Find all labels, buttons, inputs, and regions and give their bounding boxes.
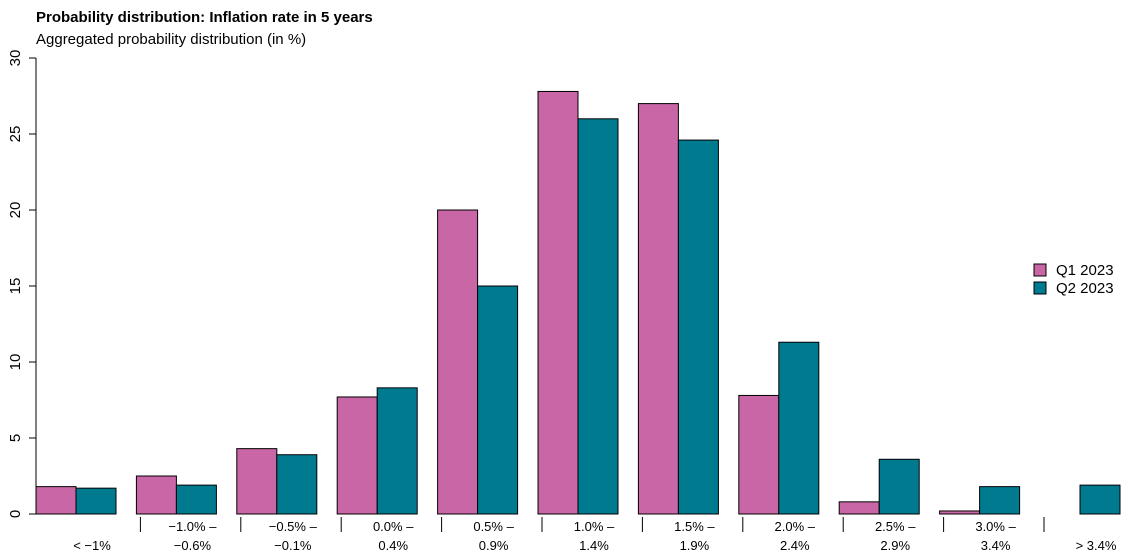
bar-q2 <box>75 487 117 515</box>
bar-q1 <box>437 209 479 515</box>
y-tick-label: 30 <box>7 50 24 67</box>
x-tick-label: −0.6% <box>174 538 212 553</box>
x-tick-label: 1.9% <box>680 538 710 553</box>
x-tick-label: 1.0% – <box>574 519 615 534</box>
x-tick-label: 0.0% – <box>373 519 414 534</box>
x-tick-label: −1.0% – <box>168 519 217 534</box>
y-axis: 0 5 10 15 20 25 30 <box>7 50 37 518</box>
bar-q2 <box>577 118 619 515</box>
x-tick-label: 2.5% – <box>875 519 916 534</box>
legend-swatch <box>1033 263 1047 277</box>
x-tick-label: 1.5% – <box>674 519 715 534</box>
x-tick-label: > 3.4% <box>1076 538 1117 553</box>
x-tick-label: 2.9% <box>880 538 910 553</box>
chart-subtitle: Aggregated probability distribution (in … <box>36 31 306 48</box>
bar-q1 <box>537 90 579 515</box>
x-tick-label: 1.4% <box>579 538 609 553</box>
bar-q2 <box>276 454 318 515</box>
x-tick-label: −0.1% <box>274 538 312 553</box>
bar-q1 <box>637 103 679 515</box>
chart-title: Probability distribution: Inflation rate… <box>36 9 373 26</box>
y-tick-label: 20 <box>7 202 24 219</box>
bar-q1 <box>135 475 177 515</box>
legend-label: Q1 2023 <box>1056 262 1114 279</box>
x-tick-label: < −1% <box>73 538 111 553</box>
x-tick-label: 2.0% – <box>775 519 816 534</box>
y-tick-label: 25 <box>7 126 24 143</box>
bar-q1 <box>838 501 880 515</box>
bars <box>35 90 1121 515</box>
legend-label: Q2 2023 <box>1056 280 1114 297</box>
bar-q2 <box>1079 484 1121 515</box>
bar-q2 <box>376 387 418 515</box>
bar-q1 <box>236 448 278 515</box>
x-tick-label: −0.5% – <box>269 519 318 534</box>
y-tick-label: 5 <box>7 434 24 442</box>
x-tick-label: 0.4% <box>378 538 408 553</box>
bar-q1 <box>939 510 981 515</box>
bar-q2 <box>979 486 1021 515</box>
legend-swatch <box>1033 281 1047 295</box>
y-tick-label: 10 <box>7 354 24 371</box>
bar-q2 <box>175 484 217 515</box>
x-axis: < −1% −1.0% – −0.6% −0.5% – −0.1% 0.0% – 0.4% 0… <box>73 517 1117 553</box>
x-tick-label: 3.4% <box>981 538 1011 553</box>
bar-q2 <box>477 285 519 515</box>
bar-q2 <box>677 139 719 515</box>
bar-q2 <box>778 341 820 515</box>
bar-q1 <box>738 394 780 515</box>
bar-q1 <box>336 396 378 515</box>
y-tick-label: 0 <box>7 510 24 518</box>
x-tick-label: 2.4% <box>780 538 810 553</box>
x-tick-label: 0.9% <box>479 538 509 553</box>
bar-q1 <box>35 486 77 515</box>
x-tick-label: 0.5% – <box>473 519 514 534</box>
bar-q2 <box>878 458 920 515</box>
x-tick-label: 3.0% – <box>975 519 1016 534</box>
y-tick-label: 15 <box>7 278 24 295</box>
